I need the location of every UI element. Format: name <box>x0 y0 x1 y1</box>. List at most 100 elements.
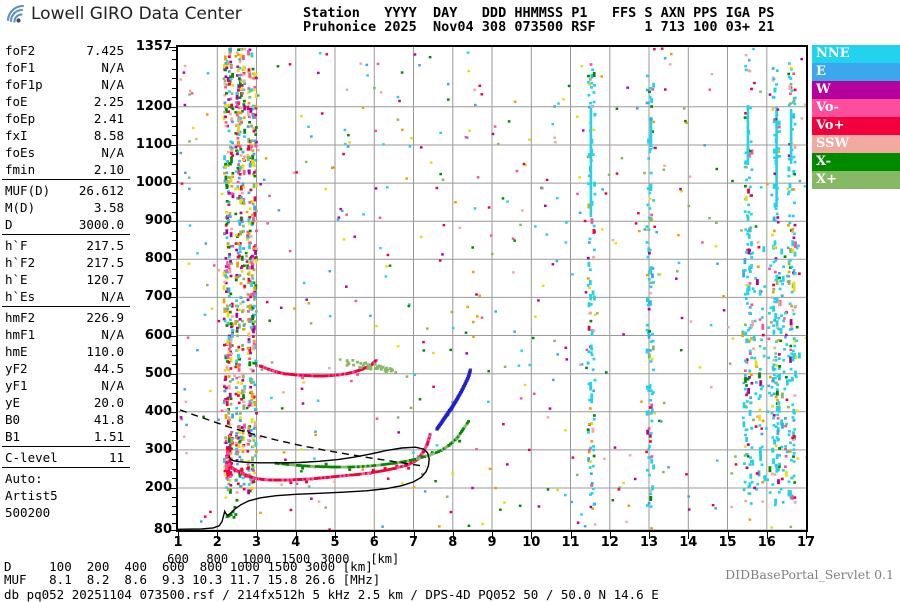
y-minor-tick <box>172 459 176 460</box>
y-minor-tick <box>172 107 176 108</box>
auto-scaler-line: Auto: <box>2 470 130 487</box>
x-tick-mark <box>688 532 689 539</box>
param-key: D <box>2 216 13 233</box>
y-minor-tick <box>172 145 176 146</box>
y-minor-tick <box>172 183 176 184</box>
x-tick-mark <box>296 532 297 539</box>
param-key: foF1 <box>2 59 35 76</box>
param-value: 110.0 <box>86 343 130 360</box>
param-key: M(D) <box>2 199 35 216</box>
y-minor-tick <box>172 126 176 127</box>
param-value: 226.9 <box>86 309 130 326</box>
param-key: yF1 <box>2 377 28 394</box>
y-minor-tick <box>172 440 176 441</box>
y-minor-tick <box>172 69 176 70</box>
param-value: 217.5 <box>86 237 130 254</box>
param-value: 3000.0 <box>79 216 130 233</box>
param-key: foEp <box>2 110 35 127</box>
y-tick-label: 300 <box>126 442 172 457</box>
y-minor-tick <box>172 307 176 308</box>
param-key: h`F2 <box>2 254 35 271</box>
param-value: 44.5 <box>94 360 130 377</box>
y-minor-tick <box>172 78 176 79</box>
x-tick-mark <box>571 532 572 539</box>
x-tick-mark <box>414 532 415 539</box>
y-minor-tick <box>172 278 176 279</box>
param-value: 2.41 <box>94 110 130 127</box>
y-minor-tick <box>172 174 176 175</box>
y-tick-label: 1200 <box>126 99 172 114</box>
y-minor-tick <box>172 355 176 356</box>
ionogram-canvas <box>178 47 806 530</box>
legend-item-ssw[interactable]: SSW <box>812 135 900 153</box>
y-minor-tick <box>172 231 176 232</box>
y-minor-tick <box>172 497 176 498</box>
legend-item-w[interactable]: W <box>812 81 900 99</box>
y-minor-tick <box>172 345 176 346</box>
y-minor-tick <box>172 50 176 51</box>
y-minor-tick <box>172 154 176 155</box>
param-value: 217.5 <box>86 254 130 271</box>
param-value: 26.612 <box>79 182 130 199</box>
legend-item-vo[interactable]: Vo+ <box>812 117 900 135</box>
y-minor-tick <box>172 450 176 451</box>
y-minor-tick <box>172 326 176 327</box>
param-key: h`F <box>2 237 28 254</box>
param-key: C-level <box>2 449 58 466</box>
y-minor-tick <box>172 336 176 337</box>
x-tick-mark <box>728 532 729 539</box>
legend-item-x[interactable]: X- <box>812 153 900 171</box>
x-tick-mark <box>453 532 454 539</box>
param-row: D 3000.0 <box>2 216 130 233</box>
param-key: h`E <box>2 271 28 288</box>
param-key: MUF(D) <box>2 182 50 199</box>
x-tick-mark <box>257 532 258 539</box>
y-minor-tick <box>172 297 176 298</box>
x-tick-mark <box>767 532 768 539</box>
y-minor-tick <box>172 402 176 403</box>
ionogram-plot-area[interactable] <box>176 45 808 532</box>
muf-dashed-curve <box>180 410 425 466</box>
y-minor-tick <box>172 364 176 365</box>
y-tick-mark <box>169 530 176 531</box>
auto-scaler-line: Artist5 <box>2 487 130 504</box>
x-tick-mark <box>806 532 807 539</box>
y-minor-tick <box>172 221 176 222</box>
param-key: yE <box>2 394 20 411</box>
legend-item-e[interactable]: E <box>812 63 900 81</box>
param-value: 3.58 <box>94 199 130 216</box>
legend-item-vo[interactable]: Vo- <box>812 99 900 117</box>
param-key: foF1p <box>2 76 43 93</box>
param-key: fxI <box>2 127 28 144</box>
y-minor-tick <box>172 202 176 203</box>
y-tick-mark <box>169 47 176 48</box>
echo-series-w-thick <box>435 370 471 431</box>
param-key: foF2 <box>2 42 35 59</box>
y-minor-tick <box>172 212 176 213</box>
param-value: 2.10 <box>94 161 130 178</box>
param-value: N/A <box>101 76 130 93</box>
x-tick-mark <box>374 532 375 539</box>
echo-series-extraordinary-thick <box>275 422 469 469</box>
x-tick-mark <box>610 532 611 539</box>
servlet-version-label: DIDBasePortal_Servlet 0.1 <box>725 567 894 582</box>
y-minor-tick <box>172 431 176 432</box>
param-row: h`F 217.5 <box>2 237 130 254</box>
y-minor-tick <box>172 97 176 98</box>
legend-item-nne[interactable]: NNE <box>812 45 900 63</box>
x-tick-mark <box>178 532 179 539</box>
y-minor-tick <box>172 478 176 479</box>
legend-item-x[interactable]: X+ <box>812 171 900 189</box>
y-tick-label: 800 <box>126 251 172 266</box>
param-group-1: MUF(D) 26.612 M(D) 3.58 D 3000.0 <box>2 182 130 235</box>
y-minor-tick <box>172 193 176 194</box>
